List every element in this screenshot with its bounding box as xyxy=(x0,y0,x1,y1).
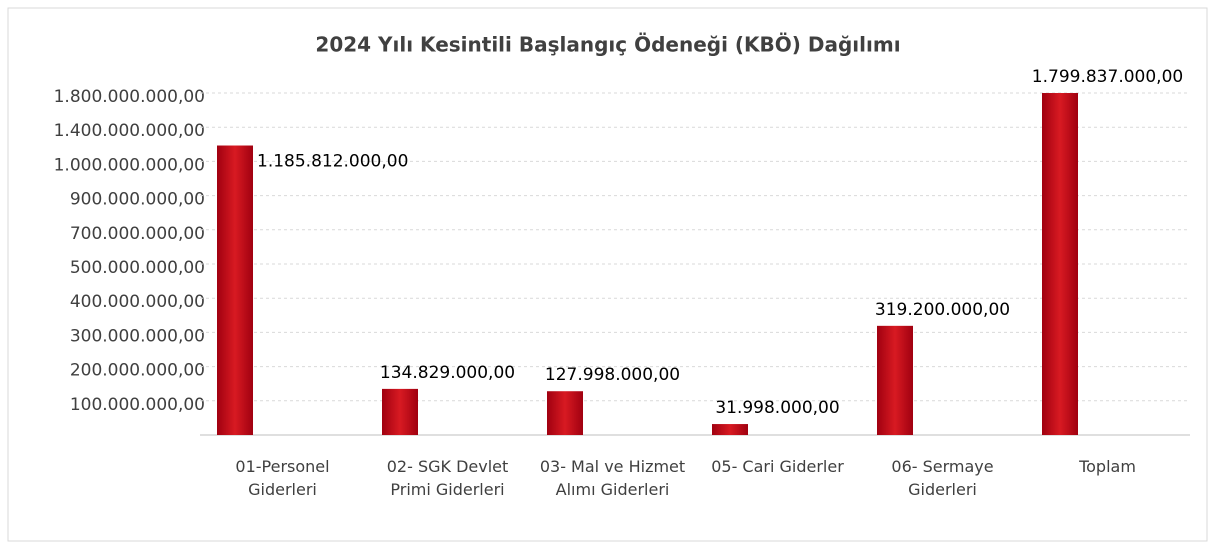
y-tick-label: 700.000.000,00 xyxy=(70,224,205,244)
bar xyxy=(382,388,418,435)
x-tick-label: 05- Cari Giderler xyxy=(711,457,844,476)
chart-border xyxy=(7,7,1208,542)
x-tick-label: 03- Mal ve Hizmet Alımı Giderleri xyxy=(539,457,686,499)
x-tick-label: Toplam xyxy=(1079,457,1136,476)
data-label: 127.998.000,00 xyxy=(545,365,680,385)
data-label: 319.200.000,00 xyxy=(875,300,1010,320)
data-label: 31.998.000,00 xyxy=(715,398,839,418)
bar xyxy=(217,145,253,436)
y-tick-label: 900.000.000,00 xyxy=(70,190,205,210)
data-label: 134.829.000,00 xyxy=(380,363,515,383)
bar xyxy=(547,391,583,435)
y-tick-label: 300.000.000,00 xyxy=(70,326,205,346)
data-label: 1.799.837.000,00 xyxy=(1032,67,1183,87)
bar xyxy=(1042,93,1078,435)
x-tick-label: 02- SGK Devlet Primi Giderleri xyxy=(386,457,509,499)
y-tick-label: 1.400.000.000,00 xyxy=(54,121,205,141)
x-tick-label: 01-Personel Giderleri xyxy=(235,457,330,499)
y-tick-label: 100.000.000,00 xyxy=(70,395,205,415)
y-tick-label: 200.000.000,00 xyxy=(70,361,205,381)
data-label: 1.185.812.000,00 xyxy=(257,152,408,172)
y-tick-label: 1.000.000.000,00 xyxy=(54,155,205,175)
y-tick-label: 400.000.000,00 xyxy=(70,292,205,312)
chart-title: 2024 Yılı Kesintili Başlangıç Ödeneği (K… xyxy=(315,33,900,57)
y-tick-label: 500.000.000,00 xyxy=(70,258,205,278)
y-tick-label: 1.800.000.000,00 xyxy=(54,87,205,107)
bar xyxy=(877,325,913,435)
bar xyxy=(712,424,748,435)
x-tick-label: 06- Sermaye Giderleri xyxy=(891,457,994,499)
